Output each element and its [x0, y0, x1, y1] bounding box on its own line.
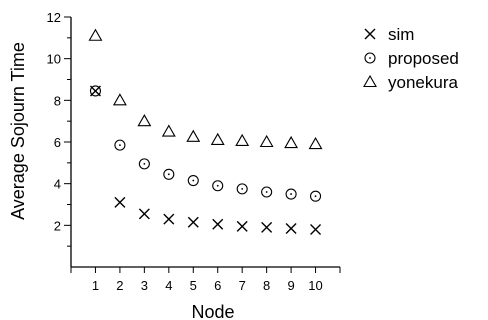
- sim-point: [187, 216, 199, 228]
- x-tick-label: 10: [308, 278, 322, 293]
- x-tick-label: 8: [263, 278, 270, 293]
- x-tick-label: 3: [141, 278, 148, 293]
- sim-point: [310, 224, 322, 235]
- proposed-point: [309, 190, 322, 202]
- yonekura-point: [186, 129, 201, 142]
- yonekura-point: [308, 136, 323, 150]
- yonekura-point: [88, 28, 103, 41]
- yonekura-point: [161, 124, 176, 137]
- yonekura-point: [235, 133, 250, 147]
- proposed-point: [163, 168, 175, 180]
- yonekura-point: [137, 114, 152, 127]
- proposed-point: [89, 85, 102, 97]
- legend-yonekura-marker: [363, 74, 377, 88]
- sim-point: [261, 221, 273, 233]
- legend-yonekura-label: yonekura: [388, 73, 458, 92]
- proposed-point: [187, 174, 199, 187]
- yonekura-point: [284, 135, 299, 149]
- x-tick-label: 5: [190, 278, 197, 293]
- y-tick-label: 6: [54, 135, 61, 150]
- y-axis-label: Average Sojourn Time: [8, 42, 28, 220]
- x-tick-label: 2: [116, 278, 123, 293]
- proposed-point: [212, 180, 224, 192]
- legend-sim-label: sim: [388, 25, 414, 44]
- y-tick-label: 4: [54, 177, 61, 192]
- proposed-point: [138, 158, 150, 170]
- yonekura-point: [259, 134, 274, 148]
- proposed-point: [261, 186, 273, 198]
- legend-proposed-label: proposed: [388, 49, 459, 68]
- x-tick-label: 7: [239, 278, 246, 293]
- sim-point: [138, 208, 150, 220]
- tick-marks: [64, 16, 341, 273]
- sim-point: [114, 196, 126, 208]
- sim-point: [236, 220, 248, 232]
- yonekura-point: [210, 132, 225, 145]
- legend: sim proposed yonekura: [363, 25, 459, 92]
- y-tick-label: 12: [47, 10, 61, 25]
- proposed-point: [285, 188, 297, 200]
- sim-point: [285, 222, 297, 234]
- proposed-point: [114, 139, 126, 151]
- x-tick-label: 4: [165, 278, 172, 293]
- data-points: [88, 28, 323, 235]
- legend-sim-marker: [364, 28, 376, 40]
- y-tick-label: 2: [54, 218, 61, 233]
- x-tick-label: 6: [214, 278, 221, 293]
- x-tick-label: 9: [287, 278, 294, 293]
- sim-point: [163, 213, 175, 225]
- sim-point: [212, 218, 224, 230]
- axes: [70, 17, 340, 268]
- yonekura-point: [112, 93, 127, 106]
- legend-proposed-marker: [364, 52, 376, 64]
- x-axis-label: Node: [191, 302, 234, 320]
- proposed-point: [236, 183, 248, 195]
- y-tick-label: 8: [54, 93, 61, 108]
- x-tick-label: 1: [92, 278, 99, 293]
- y-tick-label: 10: [47, 52, 61, 67]
